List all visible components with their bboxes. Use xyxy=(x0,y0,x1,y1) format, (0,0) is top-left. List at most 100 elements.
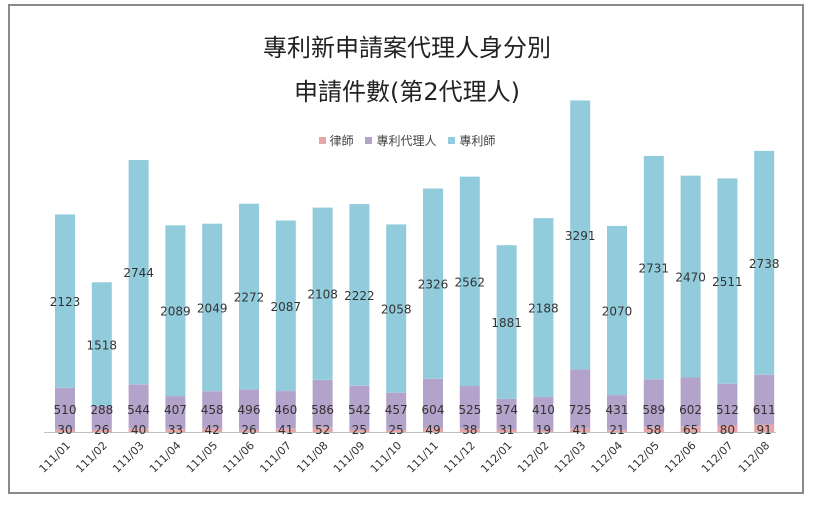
bar-lawyer xyxy=(349,429,370,432)
bar-patent-attorney xyxy=(533,218,554,397)
bar-patent-attorney xyxy=(349,204,370,386)
legend-swatch-patent-agent xyxy=(365,137,373,144)
data-label-lawyer: 25 xyxy=(352,423,367,437)
bar-patent-attorney xyxy=(570,100,591,370)
x-tick-label: 112/04 xyxy=(589,439,626,476)
bar-patent-agent xyxy=(165,396,186,430)
data-label-lawyer: 58 xyxy=(646,423,661,437)
data-label-patent-attorney: 2188 xyxy=(528,302,559,316)
data-label-patent-attorney: 2738 xyxy=(749,257,780,271)
bar-patent-agent xyxy=(643,379,664,428)
bar-lawyer xyxy=(533,430,554,432)
data-label-patent-agent: 512 xyxy=(716,403,739,417)
bar-lawyer xyxy=(55,429,75,432)
bar-patent-agent xyxy=(607,395,627,431)
data-label-lawyer: 26 xyxy=(94,423,109,437)
bar-patent-attorney xyxy=(55,214,75,388)
bar-lawyer xyxy=(570,428,591,432)
x-tick-label: 112/07 xyxy=(699,439,736,476)
data-label-lawyer: 42 xyxy=(205,423,220,437)
x-tick-label: 111/06 xyxy=(221,439,258,476)
data-label-lawyer: 40 xyxy=(131,423,146,437)
bar-lawyer xyxy=(165,429,186,432)
bar-patent-attorney xyxy=(239,203,259,390)
data-label-lawyer: 38 xyxy=(462,423,477,437)
x-tick-label: 112/05 xyxy=(625,439,662,476)
bar-patent-agent xyxy=(680,377,701,427)
bar-lawyer xyxy=(496,429,517,432)
chart-legend: 律師 專利代理人 專利師 xyxy=(0,132,814,149)
bar-patent-attorney xyxy=(91,282,112,407)
x-tick-label: 111/08 xyxy=(294,439,331,476)
data-label-patent-agent: 431 xyxy=(606,403,629,417)
x-tick-label: 111/10 xyxy=(368,439,405,476)
data-label-patent-attorney: 2744 xyxy=(123,266,154,280)
data-label-patent-attorney: 2731 xyxy=(639,262,670,276)
data-label-patent-attorney: 2562 xyxy=(455,275,486,289)
legend-item-patent-attorney: 專利師 xyxy=(448,132,495,149)
data-label-lawyer: 52 xyxy=(315,423,330,437)
bar-patent-attorney xyxy=(312,207,333,380)
data-label-patent-attorney: 2326 xyxy=(418,278,449,292)
x-tick-label: 111/02 xyxy=(73,439,110,476)
bar-lawyer xyxy=(91,429,112,432)
data-label-lawyer: 26 xyxy=(241,423,256,437)
bar-patent-agent xyxy=(717,383,738,426)
bar-patent-attorney xyxy=(128,160,149,385)
data-label-lawyer: 65 xyxy=(683,423,698,437)
data-label-patent-agent: 611 xyxy=(753,403,776,417)
bar-patent-agent xyxy=(239,389,259,430)
x-tick-label: 111/01 xyxy=(37,439,74,476)
legend-label-patent-attorney: 專利師 xyxy=(459,134,496,148)
bar-patent-agent xyxy=(570,369,591,429)
data-label-patent-attorney: 2222 xyxy=(344,289,375,303)
data-label-patent-agent: 510 xyxy=(54,403,77,417)
data-label-lawyer: 91 xyxy=(757,423,772,437)
bar-lawyer xyxy=(459,428,480,432)
bar-patent-agent xyxy=(91,406,112,430)
x-tick-label: 111/07 xyxy=(257,439,294,476)
bar-patent-attorney xyxy=(386,224,407,393)
bar-patent-agent xyxy=(312,379,333,428)
bar-lawyer xyxy=(717,425,738,432)
data-label-lawyer: 41 xyxy=(278,423,293,437)
bar-patent-agent xyxy=(55,387,75,430)
bar-patent-agent xyxy=(349,385,370,430)
data-label-lawyer: 21 xyxy=(609,423,624,437)
bar-patent-attorney xyxy=(165,225,186,397)
data-label-lawyer: 33 xyxy=(168,423,183,437)
bar-patent-attorney xyxy=(496,245,517,399)
bar-lawyer xyxy=(128,428,149,432)
data-label-patent-agent: 457 xyxy=(385,403,408,417)
bar-lawyer xyxy=(680,426,701,432)
x-tick-label: 112/06 xyxy=(662,439,699,476)
legend-label-lawyer: 律師 xyxy=(329,134,354,148)
data-label-patent-agent: 589 xyxy=(642,403,665,417)
data-label-patent-attorney: 3291 xyxy=(565,229,596,243)
bar-lawyer xyxy=(239,429,259,432)
bar-patent-attorney xyxy=(643,155,664,380)
bar-lawyer xyxy=(423,427,443,432)
data-label-patent-attorney: 1881 xyxy=(491,316,522,330)
data-label-lawyer: 49 xyxy=(425,423,440,437)
data-label-patent-agent: 458 xyxy=(201,403,224,417)
data-label-patent-agent: 496 xyxy=(238,403,261,417)
x-tick-label: 112/08 xyxy=(736,439,773,476)
x-tick-label: 111/09 xyxy=(331,439,368,476)
legend-item-lawyer: 律師 xyxy=(318,132,354,149)
x-tick-label: 112/03 xyxy=(552,439,589,476)
data-label-patent-attorney: 2108 xyxy=(307,288,338,302)
data-label-patent-agent: 525 xyxy=(458,403,481,417)
bar-lawyer xyxy=(754,424,775,432)
data-label-lawyer: 30 xyxy=(57,423,72,437)
data-label-patent-attorney: 2470 xyxy=(675,271,706,285)
bar-patent-agent xyxy=(275,391,296,429)
bar-patent-agent xyxy=(496,398,517,430)
x-tick-label: 111/12 xyxy=(441,439,478,476)
bar-patent-agent xyxy=(128,384,149,429)
data-label-lawyer: 25 xyxy=(389,423,404,437)
x-tick-label: 111/11 xyxy=(405,439,442,476)
bar-patent-agent xyxy=(459,385,480,429)
x-tick-label: 112/01 xyxy=(478,439,515,476)
data-label-patent-agent: 374 xyxy=(495,403,518,417)
